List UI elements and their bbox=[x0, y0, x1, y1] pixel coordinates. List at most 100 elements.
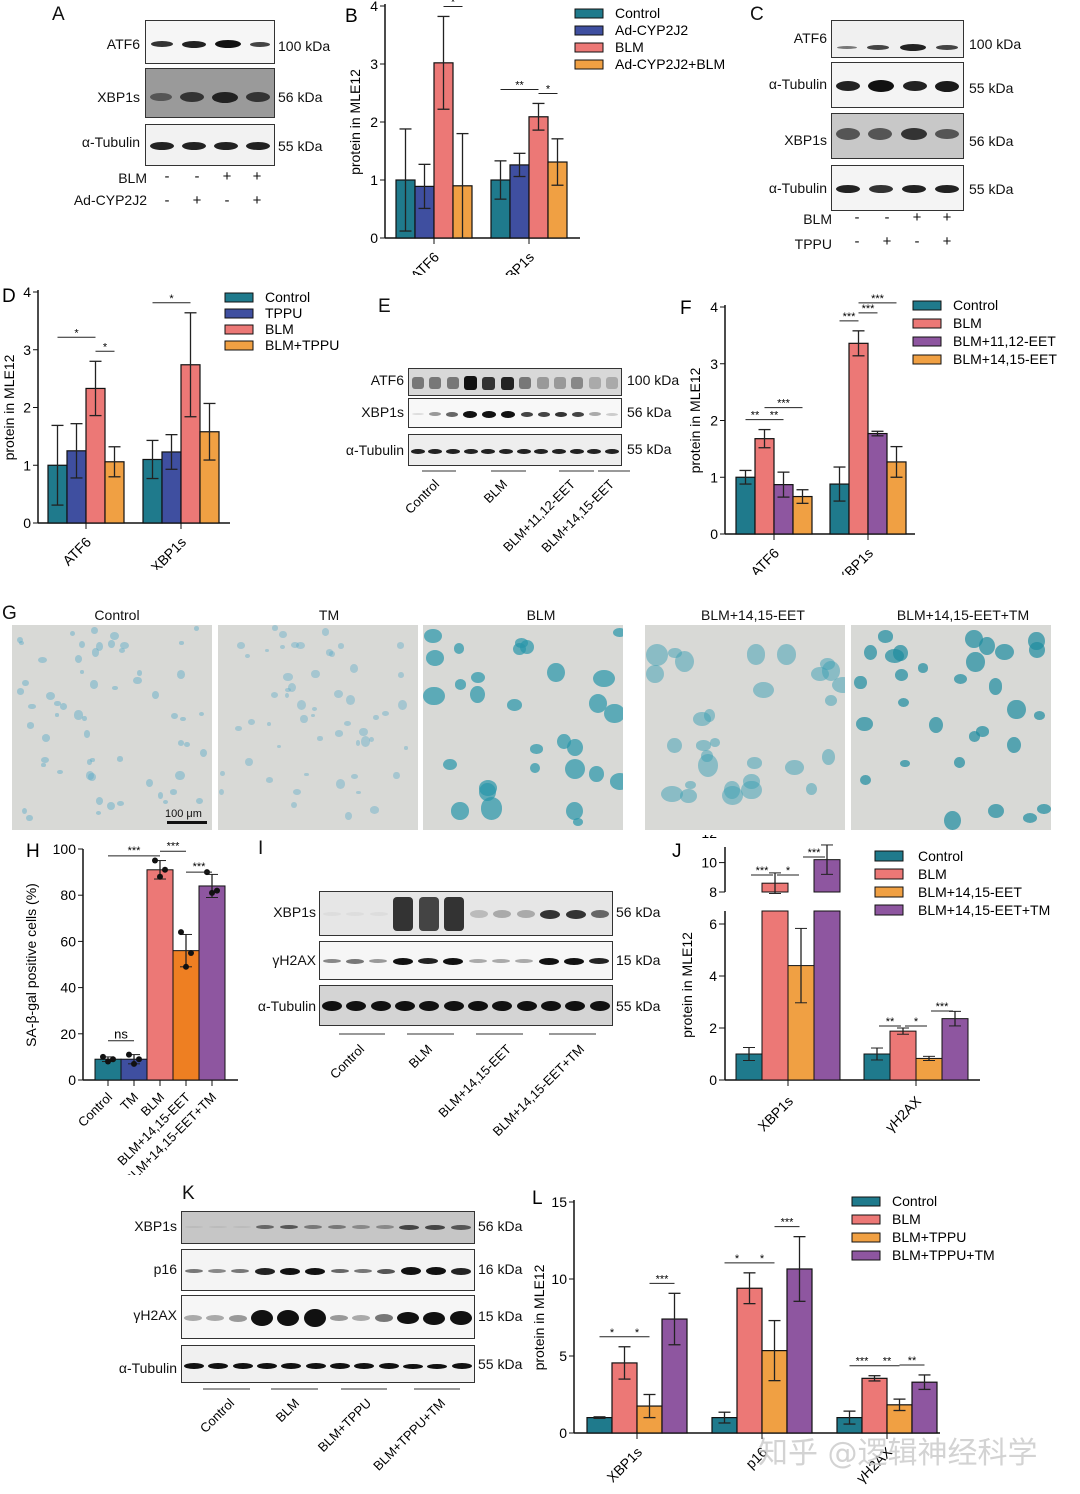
stained-cell bbox=[54, 701, 61, 706]
row-label: XBP1s bbox=[361, 404, 404, 420]
stained-cell bbox=[355, 739, 361, 746]
stained-cell bbox=[322, 628, 330, 636]
svg-text:1: 1 bbox=[370, 172, 378, 188]
stained-cell bbox=[335, 779, 345, 789]
svg-text:protein in MLE12: protein in MLE12 bbox=[347, 69, 363, 175]
stained-cell bbox=[1037, 803, 1051, 814]
svg-text:XBP1s: XBP1s bbox=[604, 1444, 646, 1486]
stained-cell bbox=[592, 669, 615, 687]
stained-cell bbox=[450, 802, 469, 820]
stained-cell bbox=[92, 648, 100, 657]
blot-xbp1s bbox=[831, 113, 964, 159]
stained-cell bbox=[235, 726, 242, 732]
group-labels: Control BLM BLM+14,15-EET BLM+14,15-EET+… bbox=[327, 1033, 596, 1139]
stained-cell bbox=[821, 661, 840, 681]
stained-cell bbox=[369, 806, 380, 815]
stained-cell bbox=[988, 803, 1005, 818]
stained-cell bbox=[42, 734, 50, 742]
svg-text:ATF6: ATF6 bbox=[59, 534, 94, 569]
kda-label: 100 kDa bbox=[278, 38, 331, 54]
blot-xbp1s bbox=[181, 1211, 475, 1244]
stained-cell bbox=[863, 644, 877, 661]
treatment-label: Ad-CYP2J2 bbox=[73, 192, 147, 208]
blot-xbp1s bbox=[408, 398, 622, 428]
stained-cell bbox=[776, 644, 797, 666]
row-label: ATF6 bbox=[370, 372, 404, 388]
chart-panel-h: H 0 20 40 60 80 100 SA-β-gal positive cells (%)… bbox=[23, 840, 238, 1175]
kda-label: 55 kDa bbox=[478, 1356, 523, 1372]
svg-text:BLM: BLM bbox=[406, 1042, 436, 1072]
stained-cell bbox=[285, 687, 291, 693]
stained-cell bbox=[78, 640, 85, 648]
sign: - bbox=[224, 192, 230, 209]
chart-panel-j: J024681012protein in MLE12XBP1sγH2AX****… bbox=[672, 835, 1050, 1135]
stained-cell bbox=[83, 730, 91, 738]
svg-text:Control: Control bbox=[75, 1089, 115, 1129]
svg-text:0: 0 bbox=[370, 230, 378, 246]
stained-cell bbox=[746, 756, 763, 769]
svg-text:BLM: BLM bbox=[481, 477, 511, 507]
svg-text:*: * bbox=[103, 341, 108, 353]
stained-cell bbox=[200, 748, 208, 757]
sign: - bbox=[194, 168, 200, 185]
kda-label: 15 kDa bbox=[616, 952, 661, 968]
svg-text:***: *** bbox=[871, 293, 885, 305]
svg-text:XBP1s: XBP1s bbox=[835, 545, 877, 575]
kda-label: 55 kDa bbox=[278, 138, 323, 154]
stained-cell bbox=[288, 683, 297, 693]
stained-cell bbox=[133, 677, 142, 685]
stained-cell bbox=[979, 636, 996, 656]
row-label: α-Tubulin bbox=[768, 180, 827, 196]
kda-label: 56 kDa bbox=[627, 404, 672, 420]
stained-cell bbox=[753, 681, 774, 698]
stained-cell bbox=[37, 657, 47, 664]
stained-cell bbox=[45, 692, 55, 701]
svg-text:2: 2 bbox=[370, 114, 378, 130]
sign: + bbox=[222, 168, 232, 185]
svg-text:***: *** bbox=[777, 398, 791, 410]
svg-text:BLM: BLM bbox=[953, 315, 982, 331]
stained-cell bbox=[685, 780, 697, 790]
stained-cell bbox=[397, 642, 405, 649]
stained-cell bbox=[954, 756, 966, 768]
stained-cell bbox=[710, 738, 721, 747]
blot-tubulin bbox=[408, 434, 622, 466]
stained-cell bbox=[291, 641, 299, 648]
svg-text:***: *** bbox=[193, 861, 207, 873]
stained-cell bbox=[369, 736, 375, 742]
svg-text:*: * bbox=[451, 0, 456, 8]
stained-cell bbox=[831, 676, 845, 693]
stained-cell bbox=[470, 672, 485, 684]
stained-cell bbox=[343, 720, 352, 727]
image-title: BLM bbox=[526, 607, 556, 623]
stained-cell bbox=[893, 644, 908, 661]
stained-cell bbox=[442, 759, 457, 770]
stained-cell bbox=[470, 685, 485, 703]
stained-cell bbox=[96, 797, 104, 805]
stained-cell bbox=[824, 694, 838, 706]
svg-text:8: 8 bbox=[709, 884, 717, 900]
svg-text:**: ** bbox=[908, 1355, 917, 1367]
svg-text:**: ** bbox=[770, 410, 779, 422]
stained-cell bbox=[118, 647, 126, 654]
svg-text:XBP1s: XBP1s bbox=[148, 534, 190, 570]
svg-text:***: *** bbox=[808, 847, 822, 859]
stained-cell bbox=[693, 711, 711, 726]
stained-cell bbox=[589, 766, 604, 782]
stained-cell bbox=[179, 641, 185, 645]
kda-label: 55 kDa bbox=[969, 80, 1014, 96]
chart-panel-d: D 0 1 2 3 4 protein in MLE12 ATF6 XBP1s * * * Contro… bbox=[1, 284, 339, 570]
stained-cell bbox=[701, 750, 713, 763]
svg-text:1: 1 bbox=[710, 469, 718, 485]
stained-cell bbox=[382, 711, 389, 717]
panel-label: E bbox=[378, 296, 391, 317]
stained-cell bbox=[278, 630, 288, 639]
micrograph-blm-eet bbox=[645, 625, 845, 830]
row-label: α-Tubulin bbox=[118, 1360, 177, 1376]
svg-text:*: * bbox=[735, 1253, 740, 1265]
sign: + bbox=[252, 192, 262, 209]
stained-cell bbox=[310, 714, 315, 718]
blot-tubulin bbox=[145, 124, 275, 166]
